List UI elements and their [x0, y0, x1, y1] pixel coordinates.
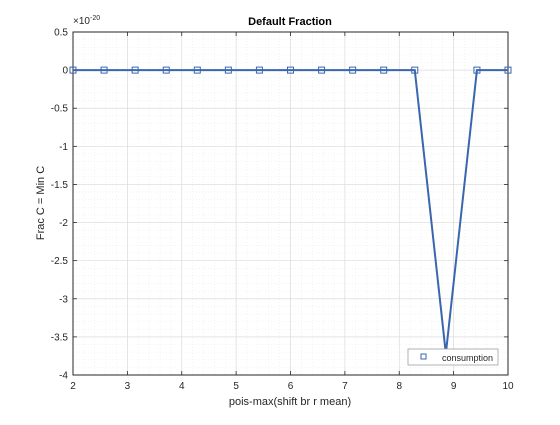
- x-tick-label: 3: [125, 381, 131, 392]
- x-axis: 2 3 4 5 6 7 8 9 10: [70, 32, 514, 392]
- y-tick-label: 0: [62, 66, 68, 77]
- x-axis-title: pois-max(shift br r mean): [229, 396, 351, 408]
- legend-box: [407, 348, 499, 366]
- y-tick-label: -3: [59, 294, 68, 305]
- x-tick-label: 4: [179, 381, 185, 392]
- legend-marker-square: [420, 353, 427, 360]
- y-exponent-label: ×10 -20: [73, 15, 100, 27]
- y-axis-title: Frac C = Min C: [35, 166, 47, 240]
- y-exponent-power: -20: [90, 15, 100, 22]
- x-tick-label: 2: [70, 381, 76, 392]
- y-exponent-base: ×10: [73, 16, 90, 27]
- data-point-consumption: [318, 66, 326, 74]
- y-tick-label: -4: [59, 371, 68, 382]
- legend: consumption: [407, 348, 499, 366]
- y-axis: 0.5 0 -0.5 -1 -1.5 -2 -2.5 -3 -3.5 -4: [51, 28, 508, 382]
- x-tick-label: 8: [396, 381, 402, 392]
- data-point-consumption: [100, 66, 108, 74]
- x-tick-label: 5: [233, 381, 239, 392]
- y-tick-label: -2: [59, 218, 68, 229]
- y-tick-label: -1: [59, 142, 68, 153]
- x-tick-label: 7: [342, 381, 348, 392]
- data-point-consumption: [504, 66, 512, 74]
- chart-title: Default Fraction: [248, 16, 332, 28]
- data-point-consumption: [131, 66, 139, 74]
- data-point-consumption: [162, 66, 170, 74]
- y-tick-label: 0.5: [54, 28, 68, 39]
- x-tick-label: 9: [451, 381, 457, 392]
- y-tick-label: -2.5: [51, 256, 69, 267]
- data-point-consumption: [473, 66, 481, 74]
- x-tick-label: 6: [288, 381, 294, 392]
- y-tick-label: -0.5: [51, 104, 69, 115]
- x-tick-label: 10: [502, 381, 514, 392]
- data-point-consumption: [349, 66, 357, 74]
- y-tick-label: -3.5: [51, 332, 69, 343]
- series-line-consumption: [73, 69, 508, 354]
- y-tick-label: -1.5: [51, 180, 69, 191]
- data-point-consumption: [287, 66, 294, 74]
- data-point-consumption: [193, 66, 201, 74]
- data-point-consumption: [224, 66, 232, 74]
- legend-entry-consumption: consumption: [442, 353, 493, 363]
- data-point-consumption: [69, 66, 77, 74]
- data-point-consumption: [411, 66, 419, 74]
- data-point-consumption: [255, 66, 263, 74]
- data-point-consumption: [380, 66, 388, 74]
